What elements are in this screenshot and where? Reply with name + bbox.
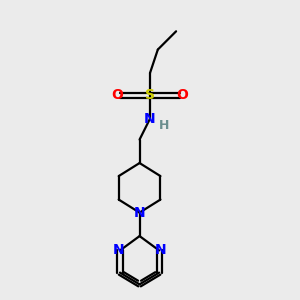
Text: N: N (154, 243, 166, 257)
Text: H: H (159, 119, 170, 132)
Text: N: N (134, 206, 146, 220)
Text: S: S (145, 88, 155, 102)
Text: O: O (177, 88, 188, 102)
Text: O: O (112, 88, 123, 102)
Text: N: N (144, 112, 156, 126)
Text: N: N (113, 243, 124, 257)
